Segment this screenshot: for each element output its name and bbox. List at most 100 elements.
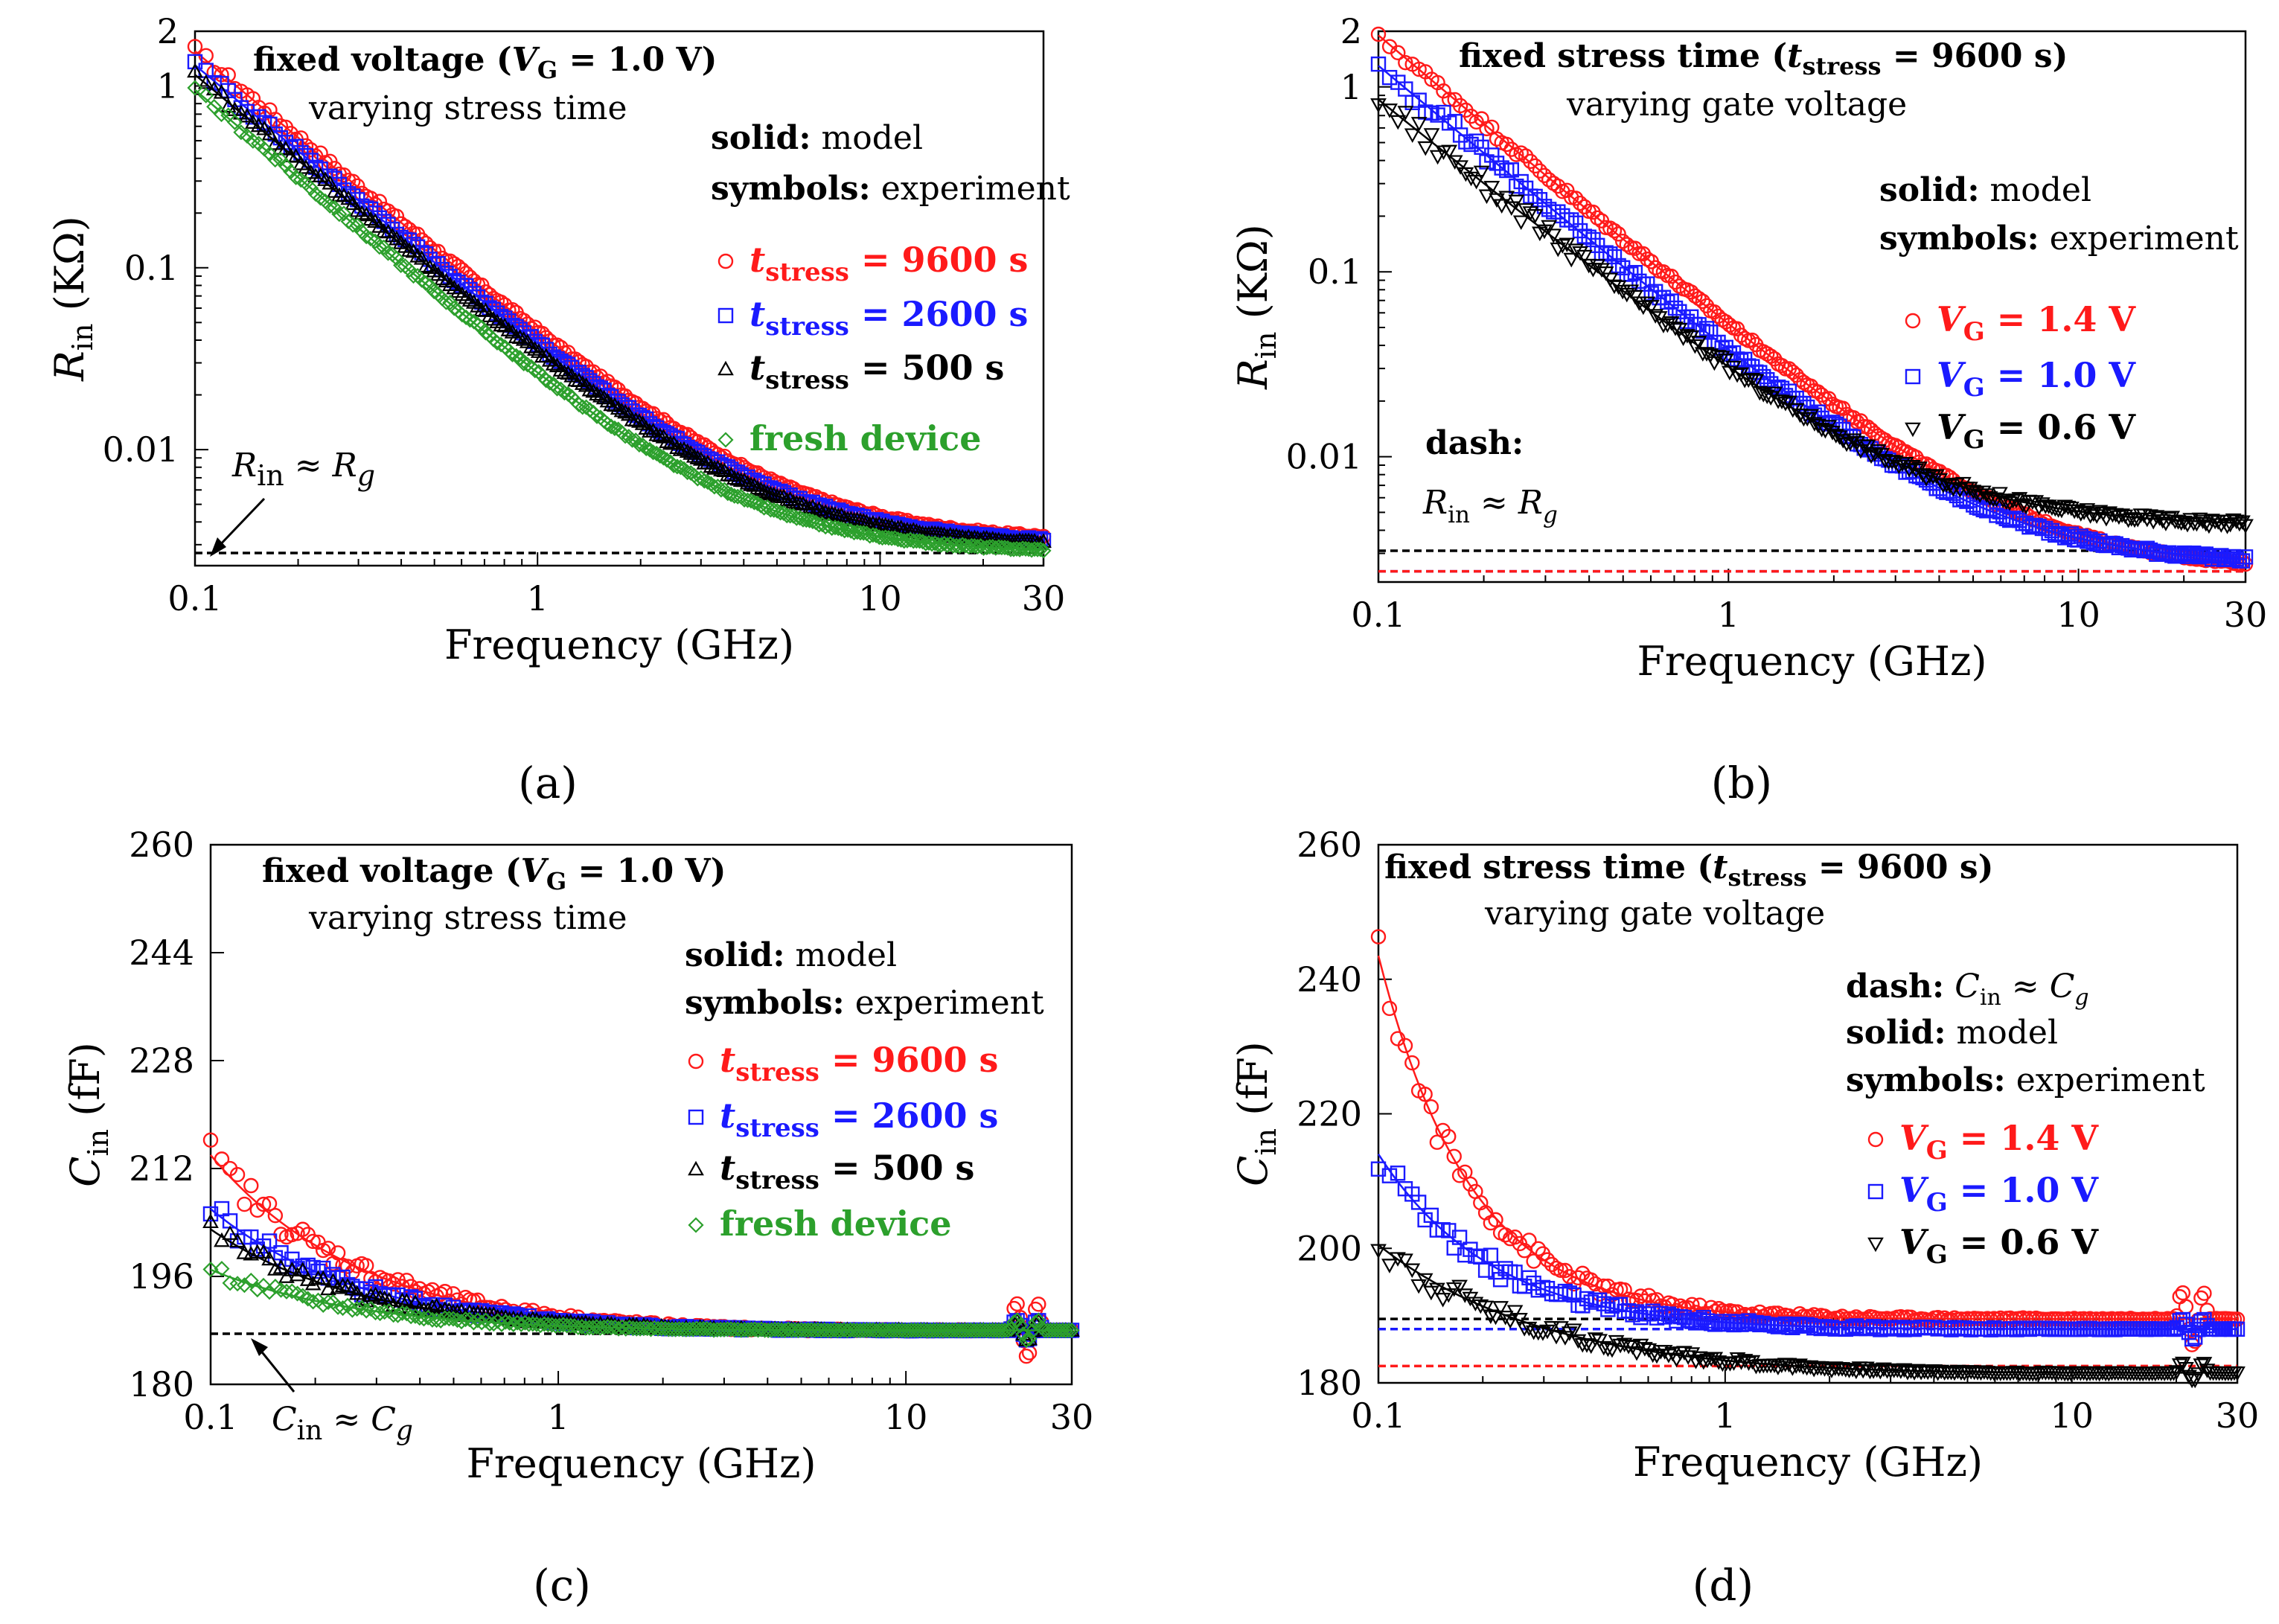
data-point [255, 1244, 272, 1259]
reference-label: Rin ≈ Rg [1422, 484, 1558, 528]
data-point [1594, 263, 1610, 278]
data-point [1545, 228, 1562, 243]
data-point [833, 507, 850, 522]
data-point [668, 1321, 684, 1337]
data-point [1423, 1099, 1439, 1115]
series-1 [1370, 1154, 2246, 1347]
data-point [504, 346, 521, 362]
data-point [1446, 155, 1463, 170]
data-point [805, 499, 821, 514]
data-point [249, 1282, 266, 1298]
data-point [202, 1262, 219, 1278]
data-point [1410, 1279, 1428, 1294]
data-point [699, 454, 716, 470]
data-point [401, 242, 418, 257]
data-point [407, 1294, 423, 1309]
data-point [1381, 1259, 1398, 1273]
data-point [1698, 321, 1715, 336]
x-tick-label: 30 [2224, 595, 2268, 635]
data-point [1035, 533, 1052, 548]
data-point [482, 1316, 498, 1332]
data-point [1503, 162, 1520, 178]
data-point [638, 420, 655, 435]
data-point [358, 228, 374, 245]
y-tick-label: 0.01 [103, 429, 179, 470]
data-point [1381, 103, 1398, 118]
data-point [266, 135, 284, 150]
y-tick-label: 220 [1297, 1094, 1362, 1134]
data-point [1410, 117, 1428, 132]
data-point [367, 233, 383, 249]
data-point [372, 1305, 389, 1322]
data-point [422, 278, 438, 294]
data-point [681, 1321, 698, 1337]
data-point [652, 447, 668, 464]
x-tick-label: 1 [547, 1397, 569, 1437]
panel-label-c: (c) [533, 1560, 591, 1611]
data-point [1692, 1297, 1707, 1313]
data-point [362, 211, 380, 226]
data-point [1619, 237, 1634, 252]
data-point [843, 1322, 859, 1338]
data-point [1423, 1207, 1439, 1224]
data-point [624, 432, 641, 448]
series-3 [202, 1261, 1080, 1349]
data-point [528, 1316, 545, 1332]
data-point [719, 1321, 736, 1337]
data-point [779, 508, 795, 524]
data-point [446, 300, 462, 316]
data-point [449, 1312, 466, 1329]
data-point [261, 125, 278, 141]
data-point [592, 388, 609, 403]
data-point [617, 428, 633, 444]
data-point [1791, 408, 1809, 423]
data-point [549, 380, 566, 397]
data-point [1458, 134, 1474, 150]
plot-frame [1377, 30, 2247, 584]
series-2 [1370, 98, 2254, 534]
data-point [1506, 1305, 1524, 1320]
data-point [527, 362, 543, 379]
data-point [764, 1322, 780, 1338]
y-tick-label: 240 [1297, 959, 1362, 1000]
y-axis-title: Rin (KΩ) [46, 216, 99, 382]
data-point [659, 452, 675, 468]
data-point [1009, 1296, 1025, 1312]
data-point [1643, 300, 1660, 315]
data-point [595, 1319, 613, 1335]
data-point [1745, 332, 1760, 348]
annotation-subtitle: varying stress time [308, 89, 627, 127]
x-tick-label: 30 [1050, 1397, 1094, 1437]
data-point [648, 445, 665, 461]
data-point [1928, 469, 1945, 485]
data-point [1548, 1329, 1564, 1345]
data-point [287, 148, 304, 163]
data-point [1838, 437, 1855, 453]
data-point [398, 1305, 415, 1322]
reference-label: Cin ≈ Cg [272, 1401, 413, 1446]
data-point [1404, 128, 1421, 144]
data-point [305, 1259, 321, 1276]
data-point [2197, 517, 2214, 532]
data-point [581, 381, 598, 397]
data-point [645, 422, 662, 438]
plot-frame [194, 30, 1045, 567]
data-point [1748, 374, 1765, 389]
data-point [1576, 199, 1593, 214]
data-point [689, 450, 706, 464]
data-point [295, 1221, 310, 1237]
data-point [613, 402, 630, 418]
data-point [2072, 507, 2089, 522]
data-point [284, 1283, 300, 1299]
data-point [1429, 150, 1446, 165]
data-point [1541, 220, 1558, 235]
data-point [445, 1311, 461, 1327]
data-point [511, 329, 528, 345]
data-point [493, 316, 510, 332]
data-point [688, 1320, 705, 1337]
data-point [1518, 148, 1534, 164]
note-solid: solid: model [685, 936, 897, 974]
data-point [358, 1258, 374, 1273]
data-point [1492, 1301, 1509, 1316]
data-point [1644, 1348, 1661, 1364]
